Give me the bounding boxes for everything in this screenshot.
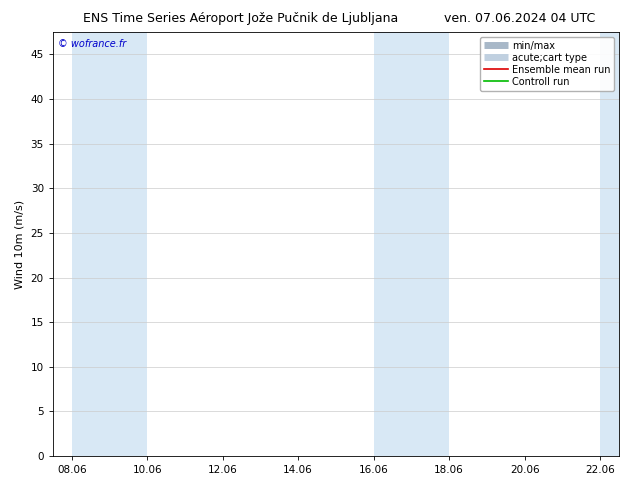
Legend: min/max, acute;cart type, Ensemble mean run, Controll run: min/max, acute;cart type, Ensemble mean … bbox=[480, 37, 614, 91]
Text: © wofrance.fr: © wofrance.fr bbox=[58, 39, 127, 49]
Text: ENS Time Series Aéroport Jože Pučnik de Ljubljana: ENS Time Series Aéroport Jože Pučnik de … bbox=[83, 12, 399, 25]
Bar bbox=[72, 32, 147, 456]
Bar bbox=[600, 32, 619, 456]
Y-axis label: Wind 10m (m/s): Wind 10m (m/s) bbox=[15, 199, 25, 289]
Bar bbox=[373, 32, 449, 456]
Text: ven. 07.06.2024 04 UTC: ven. 07.06.2024 04 UTC bbox=[444, 12, 595, 25]
